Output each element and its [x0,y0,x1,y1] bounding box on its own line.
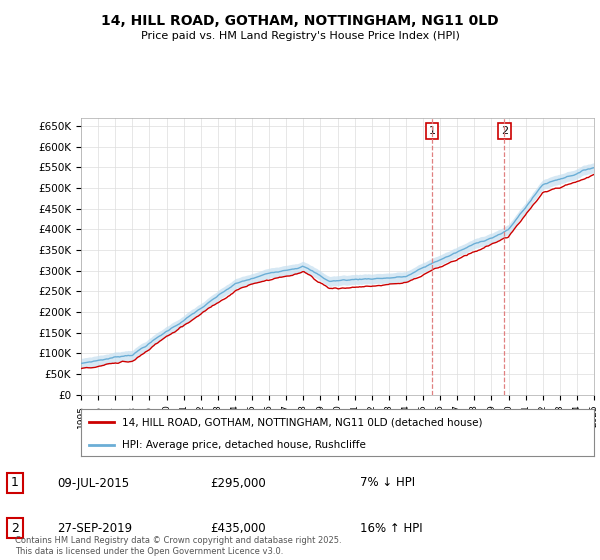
Text: 2: 2 [500,126,508,136]
Text: 7% ↓ HPI: 7% ↓ HPI [360,477,415,489]
Text: 14, HILL ROAD, GOTHAM, NOTTINGHAM, NG11 0LD (detached house): 14, HILL ROAD, GOTHAM, NOTTINGHAM, NG11 … [122,417,482,427]
Text: 27-SEP-2019: 27-SEP-2019 [57,522,132,535]
Text: 1: 1 [428,126,436,136]
Text: 1: 1 [11,477,19,489]
Text: 2: 2 [11,522,19,535]
Text: Contains HM Land Registry data © Crown copyright and database right 2025.
This d: Contains HM Land Registry data © Crown c… [15,536,341,556]
Text: 16% ↑ HPI: 16% ↑ HPI [360,522,422,535]
Text: HPI: Average price, detached house, Rushcliffe: HPI: Average price, detached house, Rush… [122,440,366,450]
Text: £295,000: £295,000 [210,477,266,489]
Text: 09-JUL-2015: 09-JUL-2015 [57,477,129,489]
Text: 14, HILL ROAD, GOTHAM, NOTTINGHAM, NG11 0LD: 14, HILL ROAD, GOTHAM, NOTTINGHAM, NG11 … [101,14,499,28]
Text: Price paid vs. HM Land Registry's House Price Index (HPI): Price paid vs. HM Land Registry's House … [140,31,460,41]
Text: £435,000: £435,000 [210,522,266,535]
